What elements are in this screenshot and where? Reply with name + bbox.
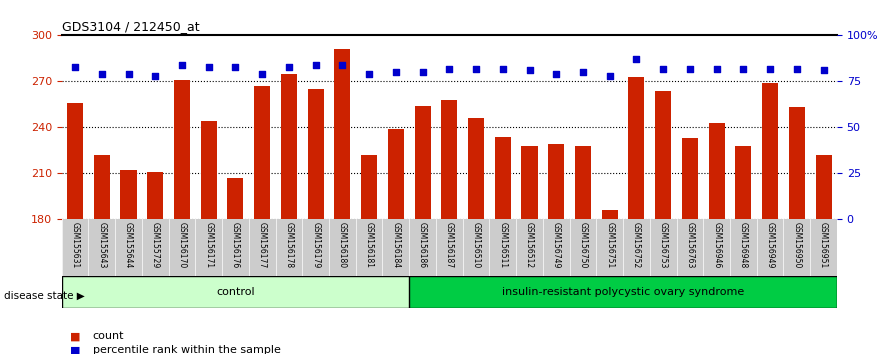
Point xyxy=(496,66,510,72)
Point xyxy=(709,66,723,72)
Bar xyxy=(788,108,805,219)
Bar xyxy=(522,146,537,219)
Text: GSM156753: GSM156753 xyxy=(659,222,668,269)
Text: GSM156511: GSM156511 xyxy=(499,222,507,268)
Point xyxy=(442,66,456,72)
Text: GSM156751: GSM156751 xyxy=(605,222,614,269)
Text: GSM155729: GSM155729 xyxy=(151,222,159,269)
Text: GDS3104 / 212450_at: GDS3104 / 212450_at xyxy=(62,20,199,33)
Point xyxy=(549,71,563,77)
Text: ■: ■ xyxy=(70,331,81,341)
Point xyxy=(308,62,322,68)
Text: GSM156763: GSM156763 xyxy=(685,222,694,269)
Bar xyxy=(762,83,778,219)
Text: GSM156951: GSM156951 xyxy=(819,222,828,269)
Point xyxy=(202,64,216,69)
Point xyxy=(95,71,109,77)
Text: control: control xyxy=(216,287,255,297)
FancyBboxPatch shape xyxy=(409,276,837,308)
Point xyxy=(737,66,751,72)
Text: GSM156950: GSM156950 xyxy=(792,222,802,269)
Point xyxy=(656,66,670,72)
Text: GSM156180: GSM156180 xyxy=(338,222,347,268)
Point xyxy=(522,68,537,73)
Bar xyxy=(415,106,431,219)
Bar xyxy=(147,172,163,219)
Point xyxy=(148,73,162,79)
Bar xyxy=(361,155,377,219)
Text: GSM156170: GSM156170 xyxy=(177,222,187,269)
Text: GSM156750: GSM156750 xyxy=(579,222,588,269)
Bar xyxy=(67,103,83,219)
Point xyxy=(763,66,777,72)
Text: GSM156181: GSM156181 xyxy=(365,222,374,268)
Bar xyxy=(227,178,243,219)
Bar xyxy=(655,91,671,219)
Text: GSM156184: GSM156184 xyxy=(391,222,400,268)
Text: GSM156949: GSM156949 xyxy=(766,222,774,269)
Point xyxy=(416,69,430,75)
Text: GSM156948: GSM156948 xyxy=(739,222,748,269)
Bar xyxy=(281,74,297,219)
Text: GSM156178: GSM156178 xyxy=(285,222,293,268)
Text: GSM156179: GSM156179 xyxy=(311,222,320,269)
Text: GSM156177: GSM156177 xyxy=(257,222,267,269)
Point xyxy=(576,69,590,75)
Point xyxy=(817,68,831,73)
Bar xyxy=(602,210,618,219)
Bar xyxy=(93,155,110,219)
Text: count: count xyxy=(93,331,124,341)
Bar xyxy=(816,155,832,219)
FancyBboxPatch shape xyxy=(62,276,409,308)
Point xyxy=(228,64,242,69)
Bar xyxy=(335,49,351,219)
Bar xyxy=(628,77,645,219)
Point xyxy=(603,73,617,79)
Point xyxy=(683,66,697,72)
Point xyxy=(789,66,803,72)
Text: GSM155644: GSM155644 xyxy=(124,222,133,269)
Point xyxy=(282,64,296,69)
Point xyxy=(68,64,82,69)
Point xyxy=(389,69,403,75)
Bar xyxy=(388,129,403,219)
Text: GSM156946: GSM156946 xyxy=(712,222,722,269)
Text: percentile rank within the sample: percentile rank within the sample xyxy=(93,346,280,354)
Point xyxy=(629,57,643,62)
Bar xyxy=(254,86,270,219)
Point xyxy=(175,62,189,68)
Text: GSM155643: GSM155643 xyxy=(97,222,107,269)
Bar xyxy=(121,170,137,219)
Point xyxy=(255,71,270,77)
Text: disease state ▶: disease state ▶ xyxy=(4,291,85,301)
Bar xyxy=(468,118,484,219)
Bar xyxy=(682,138,698,219)
Text: GSM156176: GSM156176 xyxy=(231,222,240,269)
Text: GSM156749: GSM156749 xyxy=(552,222,560,269)
Text: GSM156512: GSM156512 xyxy=(525,222,534,268)
Point xyxy=(469,66,483,72)
Bar xyxy=(174,80,190,219)
Bar xyxy=(575,146,591,219)
Text: insulin-resistant polycystic ovary syndrome: insulin-resistant polycystic ovary syndr… xyxy=(502,287,744,297)
Bar xyxy=(441,100,457,219)
Bar xyxy=(708,123,725,219)
Bar xyxy=(495,137,511,219)
Text: GSM156171: GSM156171 xyxy=(204,222,213,268)
Bar xyxy=(736,146,751,219)
Point xyxy=(122,71,136,77)
Bar xyxy=(548,144,564,219)
Text: GSM156187: GSM156187 xyxy=(445,222,454,268)
Point xyxy=(362,71,376,77)
Text: GSM155631: GSM155631 xyxy=(70,222,79,269)
Text: ■: ■ xyxy=(70,346,81,354)
Text: GSM156186: GSM156186 xyxy=(418,222,427,268)
Text: GSM156752: GSM156752 xyxy=(632,222,641,269)
Bar xyxy=(307,89,323,219)
Point xyxy=(336,62,350,68)
Text: GSM156510: GSM156510 xyxy=(471,222,480,269)
Bar xyxy=(201,121,217,219)
